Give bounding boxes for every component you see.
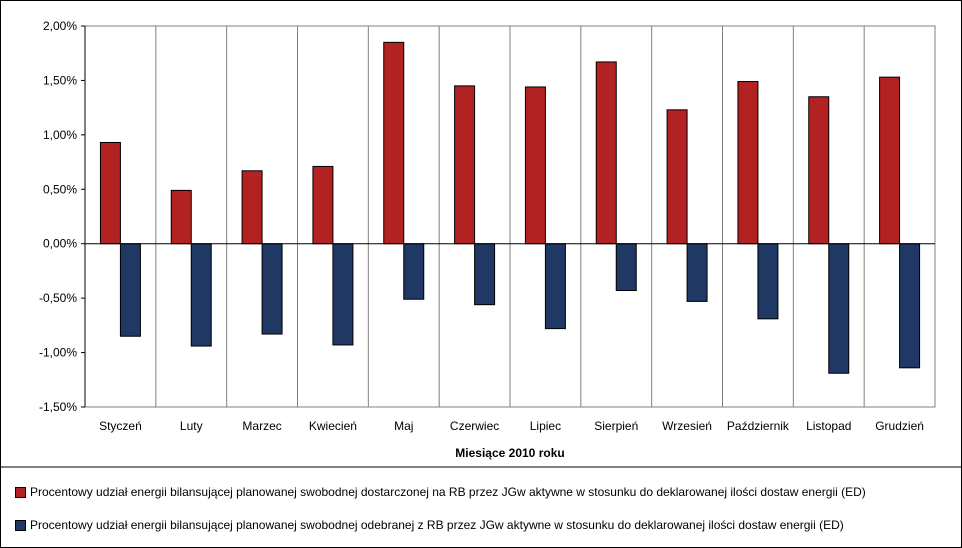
x-tick-label: Czerwiec [450, 419, 499, 433]
y-tick-label: -1,50% [39, 400, 77, 414]
x-tick-label: Lipiec [530, 419, 561, 433]
bar-delivered [241, 170, 263, 245]
bar-delivered [454, 85, 476, 245]
y-tick-label: 0,00% [43, 237, 77, 251]
bar-received [332, 243, 354, 346]
x-tick-label: Sierpień [594, 419, 638, 433]
y-tick-label: -1,00% [39, 346, 77, 360]
legend-label-received: Procentowy udział energii bilansującej p… [30, 518, 844, 532]
y-tick-label: 2,00% [43, 19, 77, 33]
bar-received [190, 243, 212, 347]
legend-item-received: Procentowy udział energii bilansującej p… [15, 518, 844, 532]
x-tick-label: Grudzień [875, 419, 924, 433]
x-tick-label: Listopad [806, 419, 851, 433]
x-axis-title: Miesiące 2010 roku [455, 446, 564, 460]
x-tick-label: Październik [727, 419, 790, 433]
bar-delivered [595, 61, 617, 245]
bar-received [403, 243, 425, 300]
bar-received [899, 243, 921, 369]
x-tick-label: Luty [180, 419, 203, 433]
x-tick-label: Styczeń [99, 419, 142, 433]
bar-delivered [879, 76, 901, 245]
bar-delivered [808, 96, 830, 245]
y-tick-label: 1,50% [43, 73, 77, 87]
x-tick-label: Wrzesień [662, 419, 712, 433]
bar-received [686, 243, 708, 302]
x-tick-label: Marzec [242, 419, 281, 433]
bar-delivered [524, 86, 546, 245]
bar-delivered [737, 81, 759, 245]
x-tick-label: Maj [394, 419, 413, 433]
bar-received [544, 243, 566, 330]
y-tick-label: -0,50% [39, 291, 77, 305]
y-tick-label: 0,50% [43, 182, 77, 196]
bar-delivered [312, 165, 334, 245]
bar-delivered [170, 189, 192, 245]
y-tick-label: 1,00% [43, 128, 77, 142]
bar-delivered [383, 41, 405, 245]
bar-delivered [666, 109, 688, 245]
bar-received [828, 243, 850, 374]
legend-label-delivered: Procentowy udział energii bilansującej p… [30, 485, 866, 499]
bar-received [615, 243, 637, 292]
bar-received [757, 243, 779, 320]
bar-delivered [99, 141, 121, 245]
bar-received [261, 243, 283, 335]
legend-item-delivered: Procentowy udział energii bilansującej p… [15, 485, 866, 499]
bar-received [119, 243, 141, 337]
legend-swatch-delivered [15, 486, 26, 498]
x-tick-label: Kwiecień [309, 419, 357, 433]
legend-swatch-received [15, 519, 26, 531]
bar-received [474, 243, 496, 306]
